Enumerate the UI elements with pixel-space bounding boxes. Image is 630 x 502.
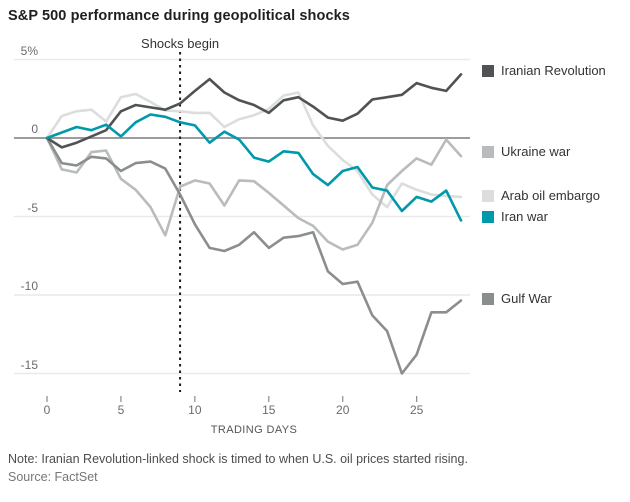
y-axis-tick--10: -10 bbox=[20, 279, 38, 293]
y-axis-tick--15: -15 bbox=[20, 357, 38, 372]
x-axis-tick-0: 0 bbox=[43, 403, 51, 417]
legend-label: Iranian Revolution bbox=[501, 63, 606, 78]
x-axis-tick-20: 20 bbox=[336, 403, 350, 417]
chart-title: S&P 500 performance during geopolitical … bbox=[8, 8, 350, 24]
x-axis-tick-5: 5 bbox=[117, 403, 125, 417]
y-axis-tick--5: -5 bbox=[27, 200, 38, 215]
shocks-begin-annotation: Shocks begin bbox=[141, 36, 220, 51]
series-line-iranian-revolution bbox=[45, 73, 463, 149]
series-line-ukraine-war bbox=[45, 136, 463, 251]
legend-swatch-icon bbox=[482, 189, 494, 202]
legend-label: Gulf War bbox=[501, 291, 552, 306]
legend-label: Ukraine war bbox=[501, 144, 571, 159]
x-axis-title: TRADING DAYS bbox=[210, 424, 298, 436]
y-axis-tick-5%: 5% bbox=[20, 43, 38, 58]
legend-item-gulf-war: Gulf War bbox=[482, 291, 552, 306]
legend-label: Arab oil embargo bbox=[501, 188, 600, 203]
legend-item-iranian-revolution: Iranian Revolution bbox=[482, 63, 606, 78]
legend-swatch-icon bbox=[482, 64, 494, 77]
footnote: Note: Iranian Revolution-linked shock is… bbox=[8, 452, 468, 466]
legend-swatch-icon bbox=[482, 210, 494, 223]
x-axis-tick-25: 25 bbox=[409, 403, 424, 417]
legend-item-ukraine-war: Ukraine war bbox=[482, 144, 570, 159]
legend-swatch-icon bbox=[482, 292, 494, 305]
series-line-iran-war bbox=[45, 113, 463, 222]
series-line-arab-oil-embargo bbox=[45, 91, 463, 209]
x-axis-tick-15: 15 bbox=[262, 403, 276, 417]
legend-item-iran-war: Iran war bbox=[482, 209, 548, 224]
source-credit: Source: FactSet bbox=[8, 470, 98, 484]
legend-label: Iran war bbox=[501, 209, 548, 224]
y-axis-tick-0: 0 bbox=[31, 122, 38, 136]
legend-item-arab-oil-embargo: Arab oil embargo bbox=[482, 188, 600, 203]
x-axis-tick-10: 10 bbox=[188, 403, 202, 417]
series-line-gulf-war bbox=[45, 136, 463, 375]
legend-swatch-icon bbox=[482, 145, 494, 158]
